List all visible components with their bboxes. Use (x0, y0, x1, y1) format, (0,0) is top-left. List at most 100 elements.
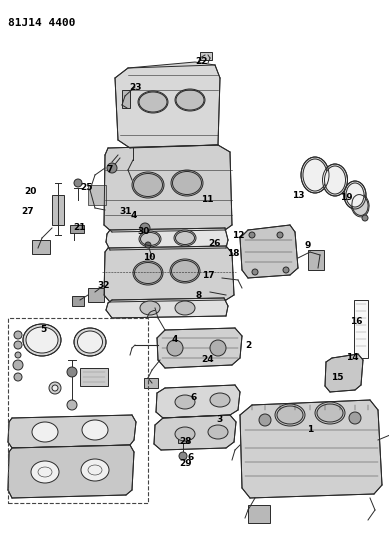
Ellipse shape (275, 404, 305, 426)
Circle shape (107, 163, 117, 173)
Ellipse shape (175, 89, 205, 111)
Ellipse shape (138, 91, 168, 113)
Polygon shape (156, 385, 240, 418)
Text: 8: 8 (196, 290, 202, 300)
Text: 2: 2 (245, 341, 251, 350)
Bar (52, 195, 64, 225)
Text: 11: 11 (201, 196, 213, 205)
Text: 31: 31 (120, 207, 132, 216)
Bar (32, 240, 50, 254)
Circle shape (14, 373, 22, 381)
Ellipse shape (170, 259, 200, 283)
Ellipse shape (74, 328, 106, 356)
Circle shape (349, 412, 361, 424)
Ellipse shape (171, 170, 203, 196)
Text: 5: 5 (40, 326, 46, 335)
Circle shape (15, 352, 21, 358)
Polygon shape (154, 415, 236, 450)
Bar (308, 250, 324, 270)
Text: 26: 26 (209, 238, 221, 247)
Ellipse shape (346, 183, 364, 207)
Bar (70, 225, 84, 233)
Text: 81J14 4400: 81J14 4400 (8, 18, 75, 28)
Text: 3: 3 (217, 416, 223, 424)
Circle shape (49, 382, 61, 394)
Text: 32: 32 (98, 280, 110, 289)
Bar (144, 378, 158, 388)
Ellipse shape (82, 420, 108, 440)
Text: 14: 14 (346, 353, 358, 362)
Text: 13: 13 (292, 190, 304, 199)
Circle shape (52, 385, 58, 391)
Ellipse shape (140, 301, 160, 315)
Text: 16: 16 (350, 318, 362, 327)
Polygon shape (8, 415, 136, 448)
Circle shape (67, 367, 77, 377)
Ellipse shape (132, 172, 164, 198)
Ellipse shape (26, 327, 58, 353)
Ellipse shape (210, 393, 230, 407)
Text: 21: 21 (74, 223, 86, 232)
Ellipse shape (344, 181, 366, 209)
Ellipse shape (81, 459, 109, 481)
Text: 1: 1 (307, 425, 313, 434)
Circle shape (277, 232, 283, 238)
Text: 4: 4 (172, 335, 178, 344)
Ellipse shape (139, 231, 161, 247)
Circle shape (283, 267, 289, 273)
Circle shape (210, 340, 226, 356)
Text: 15: 15 (331, 374, 343, 383)
Polygon shape (8, 445, 134, 498)
Text: 6: 6 (191, 393, 197, 402)
Bar (248, 505, 270, 523)
Bar (354, 300, 368, 358)
Ellipse shape (31, 461, 59, 483)
Circle shape (67, 400, 77, 410)
Bar (178, 435, 188, 443)
Polygon shape (240, 225, 298, 278)
Text: 20: 20 (24, 188, 36, 197)
Ellipse shape (322, 164, 347, 196)
Polygon shape (104, 246, 234, 302)
Polygon shape (106, 228, 228, 250)
Text: 18: 18 (227, 249, 239, 259)
Ellipse shape (351, 193, 369, 217)
Polygon shape (104, 145, 232, 232)
Bar (122, 90, 130, 108)
Circle shape (252, 269, 258, 275)
Bar (72, 296, 84, 306)
Bar (8, 318, 148, 503)
Ellipse shape (23, 324, 61, 356)
Text: 4: 4 (131, 211, 137, 220)
Circle shape (13, 360, 23, 370)
Circle shape (167, 340, 183, 356)
Circle shape (249, 232, 255, 238)
Bar (80, 368, 108, 386)
Text: 23: 23 (130, 84, 142, 93)
Ellipse shape (175, 301, 195, 315)
Circle shape (259, 414, 271, 426)
Bar (200, 52, 212, 60)
Polygon shape (115, 62, 220, 148)
Circle shape (362, 215, 368, 221)
Ellipse shape (324, 166, 345, 194)
Text: 25: 25 (81, 183, 93, 192)
Ellipse shape (303, 159, 327, 191)
Text: 24: 24 (202, 356, 214, 365)
Text: 17: 17 (202, 271, 214, 279)
Circle shape (14, 331, 22, 339)
Ellipse shape (133, 261, 163, 285)
Text: 10: 10 (143, 253, 155, 262)
Text: 12: 12 (232, 230, 244, 239)
Circle shape (14, 341, 22, 349)
Circle shape (179, 452, 187, 460)
Bar (88, 288, 104, 302)
Polygon shape (106, 298, 228, 318)
Ellipse shape (175, 427, 195, 441)
Ellipse shape (175, 395, 195, 409)
Ellipse shape (32, 422, 58, 442)
Text: 29: 29 (180, 458, 192, 467)
Text: 30: 30 (138, 227, 150, 236)
Ellipse shape (174, 230, 196, 246)
Polygon shape (240, 400, 382, 498)
